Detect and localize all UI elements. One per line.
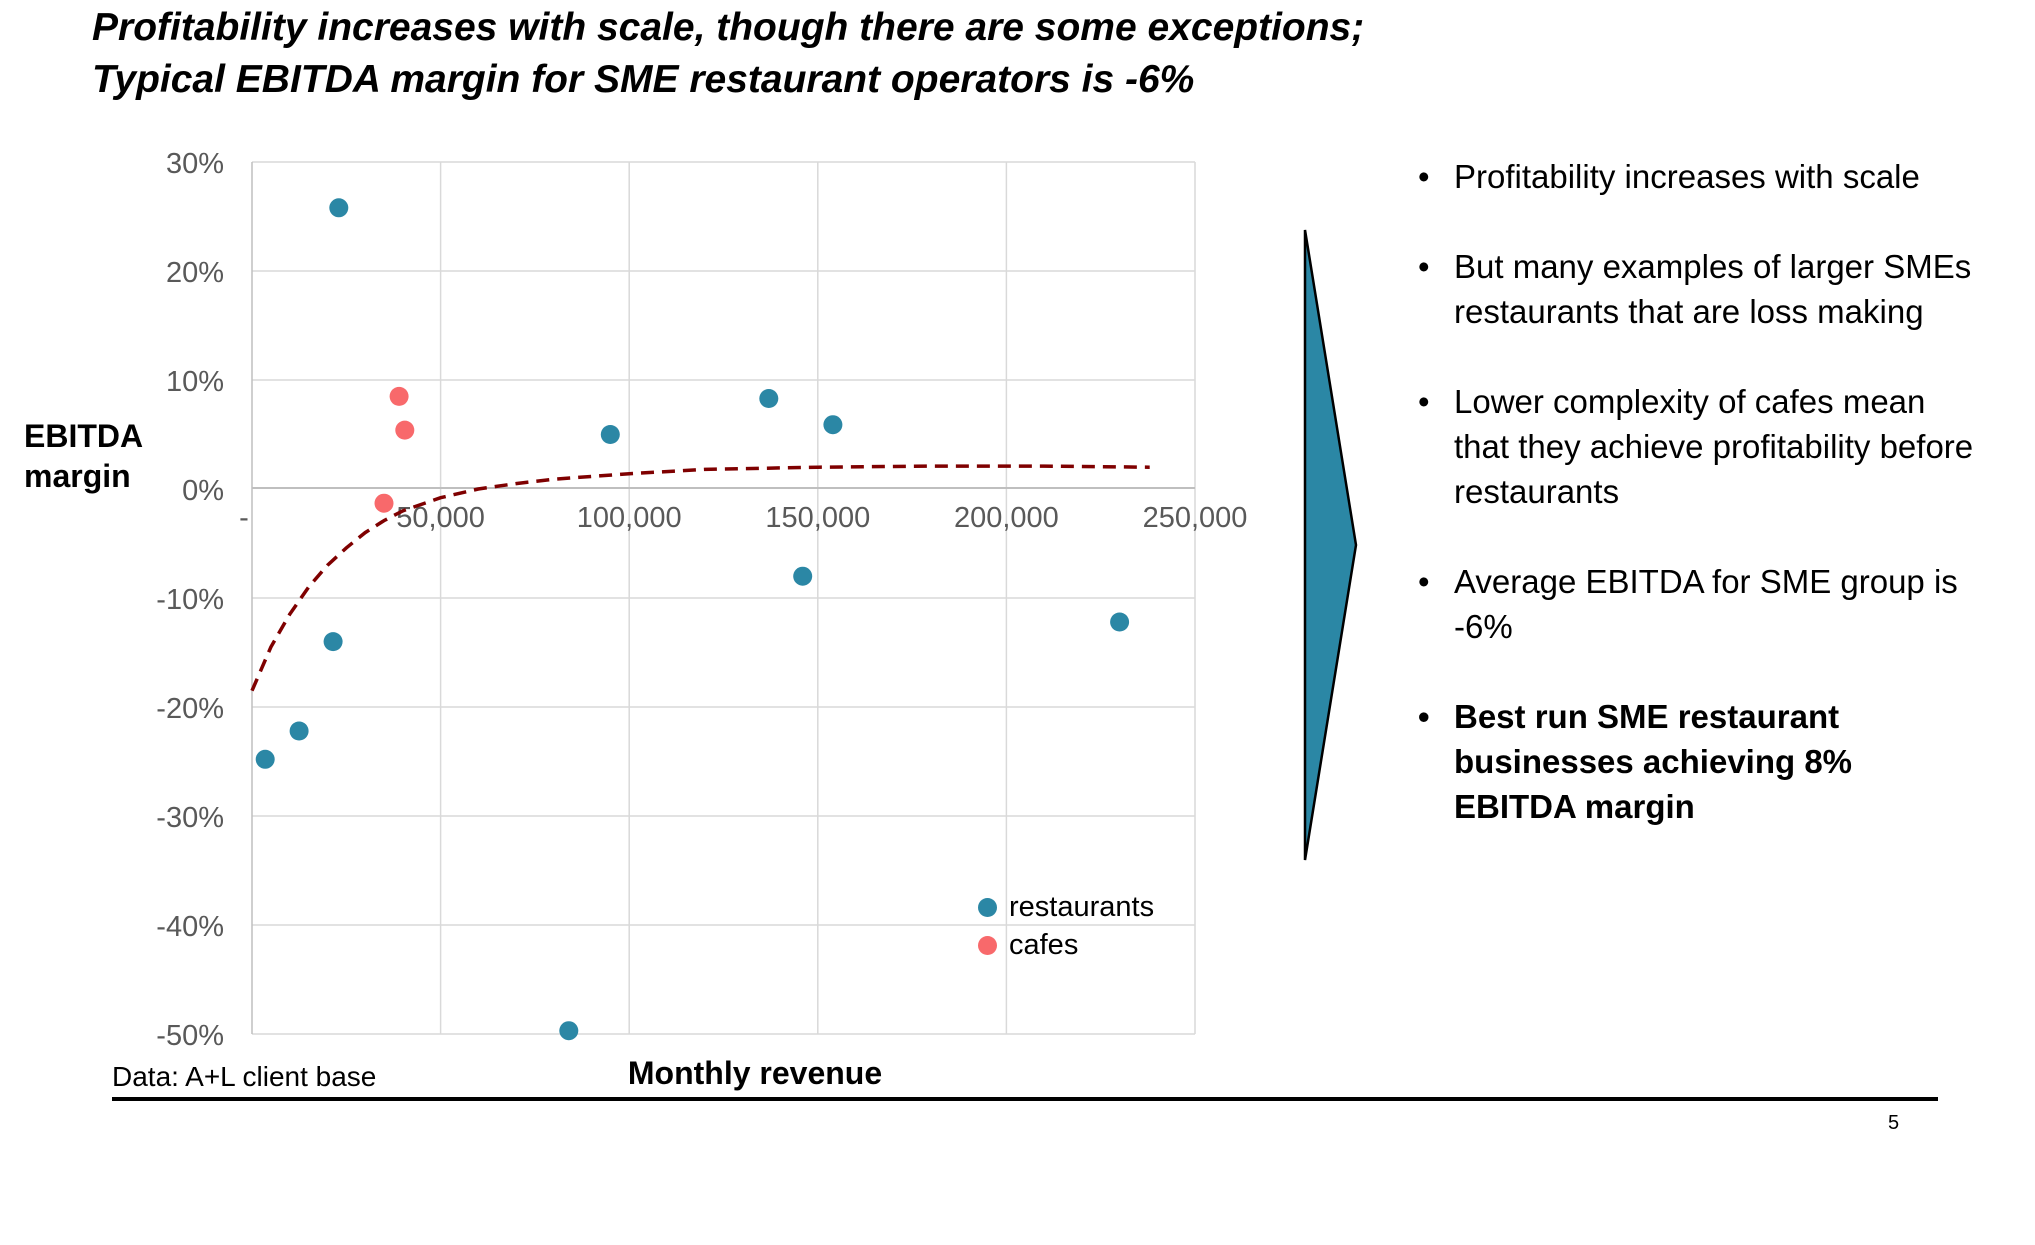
legend-item-restaurants: restaurants (978, 888, 1154, 926)
x-tick-label: 100,000 (577, 502, 682, 534)
data-point-restaurants (559, 1021, 579, 1041)
legend-label-restaurants: restaurants (1009, 890, 1155, 923)
data-point-restaurants (823, 415, 843, 435)
legend-label-cafes: cafes (1009, 928, 1079, 961)
y-tick-label: 10% (166, 366, 224, 398)
data-point-restaurants (793, 566, 813, 586)
key-takeaways-list: • Profitability increases with scale • But … (1418, 154, 1978, 874)
takeaway-text: But many examples of larger SMEs restaur… (1454, 248, 1972, 330)
takeaway-item: • Lower complexity of cafes mean that the… (1418, 379, 1978, 514)
page-number: 5 (1888, 1112, 1900, 1134)
data-point-restaurants (600, 425, 620, 444)
y-tick-label: -10% (156, 584, 224, 616)
legend-swatch-cafes (978, 935, 997, 955)
takeaway-item: • Average EBITDA for SME group is -6% (1418, 559, 1978, 649)
y-tick-label: 30% (166, 148, 224, 180)
x-tick-label: - (239, 502, 249, 534)
source-note: Data: A+L client base (112, 1061, 377, 1092)
title-line-1: Profitability increases with scale, thou… (92, 6, 1365, 49)
points-layer (255, 198, 1130, 1041)
data-point-cafes (389, 386, 409, 406)
takeaway-text: Average EBITDA for SME group is -6% (1454, 563, 1958, 645)
footer-divider (112, 1097, 1938, 1101)
trendline (250, 464, 1150, 692)
data-point-cafes (395, 420, 415, 440)
bullet-dot-icon: • (1418, 158, 1430, 195)
chart-legend: restaurants cafes (978, 888, 1154, 964)
takeaway-item: • Profitability increases with scale (1418, 154, 1978, 199)
takeaway-item: • Best run SME restaurant businesses achi… (1418, 694, 1978, 829)
y-tick-label: -50% (156, 1020, 224, 1052)
takeaway-text: Lower complexity of cafes mean that they… (1454, 383, 1974, 510)
chevron-arrow-shape (1303, 229, 1358, 861)
slide-title: Profitability increases with scale, thou… (92, 2, 1792, 106)
data-point-cafes (374, 493, 394, 513)
y-axis-label: EBITDA margin (24, 418, 142, 494)
data-point-restaurants (289, 721, 309, 741)
axis-layer: 30% 20% 10% 0% -10% -20% -30% -40% -50% - 50,000 10… (156, 148, 1247, 1052)
x-tick-label: 250,000 (1143, 502, 1248, 534)
x-tick-label: 50,000 (396, 502, 485, 534)
takeaway-item: • But many examples of larger SMEs restau… (1418, 244, 1978, 334)
data-point-restaurants (1110, 612, 1130, 632)
legend-swatch-restaurants (978, 897, 997, 917)
y-tick-label: -40% (156, 911, 224, 943)
title-line-2: Typical EBITDA margin for SME restaurant… (92, 58, 1195, 101)
grid-layer (252, 161, 1196, 1035)
data-point-restaurants (759, 389, 779, 408)
takeaway-text: Profitability increases with scale (1454, 158, 1920, 195)
takeaway-text: Best run SME restaurant businesses achie… (1454, 698, 1853, 825)
x-tick-label: 200,000 (954, 502, 1059, 534)
bullet-dot-icon: • (1418, 563, 1430, 600)
y-tick-label: 0% (182, 475, 224, 507)
chevron-arrow-icon (1303, 229, 1358, 861)
x-tick-label: 150,000 (765, 502, 870, 534)
data-point-restaurants (329, 198, 349, 218)
scatter-chart: 30% 20% 10% 0% -10% -20% -30% -40% -50% - 50,000 10… (156, 148, 1247, 1052)
x-axis-label: Monthly revenue (627, 1055, 883, 1091)
y-tick-label: -20% (156, 693, 224, 725)
bullet-dot-icon: • (1418, 383, 1430, 420)
y-tick-label: -30% (156, 802, 224, 834)
legend-item-cafes: cafes (978, 926, 1154, 964)
bullet-dot-icon: • (1418, 698, 1430, 735)
bullet-dot-icon: • (1418, 248, 1430, 285)
data-point-restaurants (323, 632, 343, 652)
trendline-layer (250, 464, 1150, 692)
y-tick-label: 20% (166, 257, 224, 289)
data-point-restaurants (255, 749, 275, 769)
